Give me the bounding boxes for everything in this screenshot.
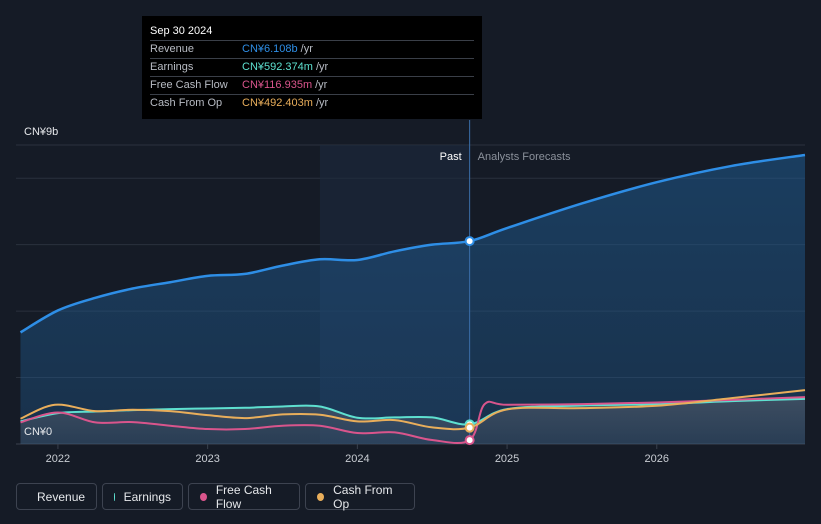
x-tick-label: 2025 (495, 453, 519, 465)
legend-label: Free Cash Flow (215, 482, 272, 511)
tooltip-label: Earnings (150, 61, 194, 73)
legend: Revenue Earnings Free Cash Flow Cash Fro… (16, 482, 415, 511)
tooltip-unit: /yr (300, 43, 313, 55)
revenue-area (20, 154, 806, 444)
tooltip-row-cash-from-op: Cash From Op CN¥492.403m /yr (150, 94, 474, 112)
tooltip-unit: /yr (315, 97, 329, 109)
past-label: Past (440, 151, 462, 163)
cash-from-op-dot-icon (317, 492, 325, 501)
legend-item-cash-from-op[interactable]: Cash From Op (305, 482, 415, 511)
free-cash-flow-dot-icon (200, 492, 207, 501)
x-tick-label: 2026 (645, 453, 669, 465)
legend-item-earnings[interactable]: Earnings (102, 483, 183, 510)
x-tick-label: 2024 (345, 453, 369, 465)
y-axis-top-label: CN¥9b (24, 126, 59, 138)
revenue-line (19, 153, 806, 334)
tooltip-label: Free Cash Flow (150, 79, 228, 91)
tooltip-label: Cash From Op (150, 97, 223, 109)
tooltip-row-free-cash-flow: Free Cash Flow CN¥116.935m /yr (150, 76, 474, 94)
legend-label: Cash From Op (333, 482, 393, 511)
earnings-area (20, 398, 806, 444)
tooltip: Sep 30 2024 Revenue CN¥6.108b /yr Earnin… (142, 16, 482, 119)
y-axis-bottom-label: CN¥0 (24, 426, 53, 438)
tooltip-value: CN¥592.374m (242, 61, 313, 73)
tooltip-unit: /yr (315, 61, 329, 73)
forecast-label: Analysts Forecasts (478, 151, 571, 163)
revenue-marker (464, 236, 475, 247)
tooltip-row-revenue: Revenue CN¥6.108b /yr (150, 40, 474, 58)
tooltip-value: CN¥492.403m (242, 97, 313, 109)
earnings-dot-icon (114, 492, 115, 501)
tooltip-unit: /yr (315, 79, 328, 91)
cash-from-op-marker (464, 422, 475, 433)
tooltip-date: Sep 30 2024 (150, 25, 213, 37)
free-cash-flow-marker (464, 435, 475, 446)
legend-label: Earnings (123, 489, 171, 504)
tooltip-value: CN¥6.108b (242, 43, 298, 55)
tooltip-row-earnings: Earnings CN¥592.374m /yr (150, 58, 474, 76)
legend-label: Revenue (37, 489, 86, 504)
tooltip-value: CN¥116.935m (242, 79, 313, 91)
x-tick-label: 2023 (195, 453, 219, 465)
free-cash-flow-line (20, 396, 806, 445)
tooltip-label: Revenue (150, 43, 195, 55)
cash-from-op-line (20, 389, 806, 431)
legend-item-revenue[interactable]: Revenue (16, 483, 97, 510)
x-tick-label: 2022 (46, 453, 70, 465)
legend-item-free-cash-flow[interactable]: Free Cash Flow (188, 482, 300, 511)
